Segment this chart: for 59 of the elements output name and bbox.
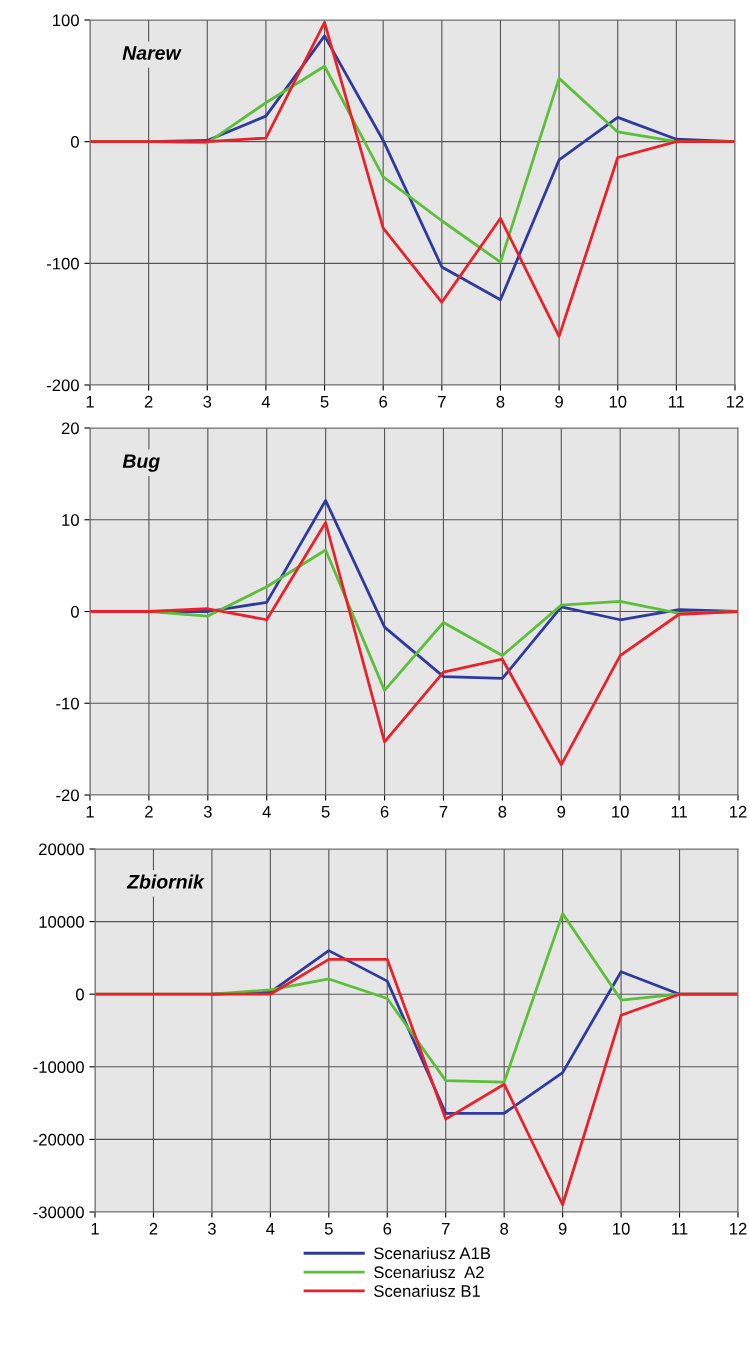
x-tick-label: 1 xyxy=(91,1223,99,1235)
x-tick-label: 11 xyxy=(668,396,685,408)
x-tick-label: 9 xyxy=(555,395,563,408)
x-tick-label: 8 xyxy=(496,395,505,408)
x-tick-label: 4 xyxy=(266,1223,275,1235)
x-tick-label: 8 xyxy=(498,805,507,818)
x-tick-label: 6 xyxy=(383,1222,392,1235)
x-tick-label: 4 xyxy=(261,396,271,408)
y-tick-label: -20 xyxy=(56,789,79,802)
x-tick-label: 9 xyxy=(558,1222,567,1235)
x-tick-label: 10 xyxy=(609,395,627,408)
text: Narew xyxy=(122,46,182,60)
y-tick-label: 0 xyxy=(70,605,79,618)
x-tick-label: 3 xyxy=(203,395,212,408)
x-tick-label: 2 xyxy=(144,395,153,408)
line-series xyxy=(90,521,738,767)
x-tick-label: 2 xyxy=(145,805,153,818)
x-tick-label: 3 xyxy=(207,1222,216,1235)
y-tick-label: 100 xyxy=(53,14,79,27)
x-tick-label: 1 xyxy=(86,396,94,408)
y-tick-label: 10000 xyxy=(39,916,84,928)
x-tick-label: 7 xyxy=(438,396,446,408)
text: Zbiornik xyxy=(126,874,205,889)
x-tick-label: 5 xyxy=(321,806,330,818)
text: Bug xyxy=(122,454,160,472)
y-tick-label: 0 xyxy=(70,136,79,148)
y-tick-label: 20 xyxy=(61,422,79,435)
x-tick-label: 1 xyxy=(86,806,94,818)
x-tick-label: 9 xyxy=(557,805,566,818)
x-tick-label: 3 xyxy=(203,805,212,818)
x-tick-label: 12 xyxy=(730,1222,747,1235)
legend-label: Scenariusz A1B xyxy=(374,1247,491,1260)
y-tick-label: -10 xyxy=(56,697,79,710)
x-tick-label: 6 xyxy=(380,805,389,818)
x-tick-label: 2 xyxy=(149,1222,158,1235)
x-tick-label: 12 xyxy=(727,395,744,408)
y-tick-label: -100 xyxy=(46,257,79,270)
x-tick-label: 10 xyxy=(612,805,629,818)
line-series xyxy=(95,957,738,1207)
y-tick-label: -200 xyxy=(46,379,79,392)
x-tick-label: 7 xyxy=(441,1223,450,1235)
y-tick-label: 0 xyxy=(75,988,84,1001)
y-tick-label: 20000 xyxy=(39,843,84,856)
y-tick-label: -30000 xyxy=(33,1206,84,1219)
x-tick-label: 10 xyxy=(613,1222,630,1235)
x-tick-label: 12 xyxy=(730,805,747,818)
x-tick-label: 11 xyxy=(672,1223,688,1235)
y-tick-label: -10000 xyxy=(33,1061,84,1073)
y-tick-label: -20000 xyxy=(33,1133,84,1146)
legend-label: Scenariusz B1 xyxy=(374,1284,480,1297)
x-tick-label: 8 xyxy=(500,1222,509,1235)
legend-label: Scenariusz A2 xyxy=(374,1265,484,1279)
x-tick-label: 5 xyxy=(324,1223,333,1235)
x-tick-label: 7 xyxy=(439,806,448,818)
x-tick-label: 5 xyxy=(320,396,329,408)
x-tick-label: 4 xyxy=(262,806,271,818)
x-tick-label: 6 xyxy=(379,395,388,408)
y-tick-label: 10 xyxy=(62,514,79,526)
x-tick-label: 11 xyxy=(671,806,687,818)
